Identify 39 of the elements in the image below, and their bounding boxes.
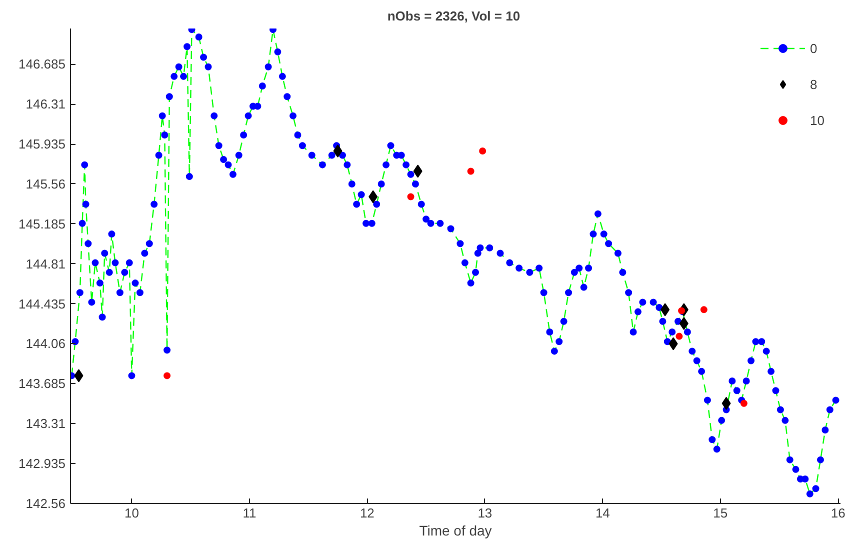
x-tick-label: 11 bbox=[242, 506, 256, 520]
chart-title: nObs = 2326, Vol = 10 bbox=[387, 8, 520, 24]
y-tick-label: 143.31 bbox=[26, 416, 66, 432]
y-tick-label: 143.685 bbox=[18, 376, 66, 392]
point bbox=[479, 147, 486, 154]
x-tick-label: 13 bbox=[478, 506, 492, 520]
y-tick-label: 142.56 bbox=[26, 496, 66, 511]
point bbox=[676, 332, 683, 340]
x-tick-label: 14 bbox=[595, 506, 610, 520]
point bbox=[368, 190, 378, 204]
x-tick-label: 16 bbox=[830, 506, 846, 520]
x-tick-label: 15 bbox=[713, 506, 728, 520]
point bbox=[668, 337, 678, 350]
x-axis-title: Time of day bbox=[419, 522, 492, 538]
y-tick-label: 146.31 bbox=[26, 96, 66, 112]
point bbox=[679, 317, 688, 330]
y-tick-label: 144.06 bbox=[26, 336, 66, 352]
y-tick-label: 145.935 bbox=[18, 136, 66, 152]
y-tick-label: 146.685 bbox=[18, 56, 66, 72]
legend-label: 8 bbox=[810, 76, 818, 92]
point bbox=[413, 164, 422, 178]
y-tick-label: 145.185 bbox=[18, 216, 66, 232]
y-tick-label: 144.435 bbox=[18, 296, 66, 312]
x-tick-label: 10 bbox=[124, 506, 139, 520]
y-tick-label: 142.935 bbox=[18, 456, 66, 472]
legend-label: 0 bbox=[810, 40, 818, 56]
point bbox=[722, 396, 731, 410]
point bbox=[700, 306, 708, 314]
point bbox=[740, 400, 748, 407]
x-tick-label: 12 bbox=[360, 506, 374, 520]
point bbox=[333, 144, 342, 158]
point bbox=[407, 193, 414, 200]
point bbox=[467, 168, 474, 175]
legend-label: 10 bbox=[810, 112, 826, 128]
y-tick-label: 144.81 bbox=[26, 256, 66, 272]
point bbox=[660, 303, 670, 316]
point bbox=[74, 369, 84, 382]
y-tick-label: 145.56 bbox=[26, 176, 66, 192]
point bbox=[164, 372, 171, 380]
